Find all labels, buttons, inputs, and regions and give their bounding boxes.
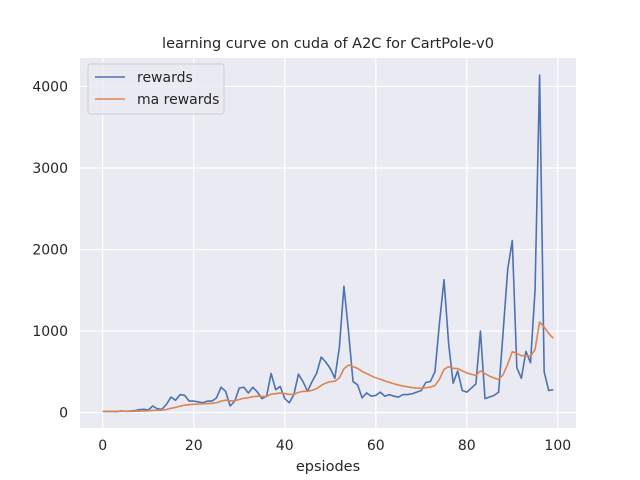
x-tick-label: 80 (458, 438, 476, 454)
x-tick-label: 60 (367, 438, 385, 454)
y-tick-label: 1000 (32, 324, 68, 340)
x-axis-label: epsiodes (296, 459, 360, 475)
y-tick-label: 3000 (32, 161, 68, 177)
series-line-rewards (102, 74, 554, 413)
x-tick-label: 20 (185, 438, 203, 454)
chart-title: learning curve on cuda of A2C for CartPo… (162, 36, 494, 52)
x-tick-label: 100 (544, 438, 571, 454)
x-tick-label: 40 (276, 438, 294, 454)
series-line-ma-rewards (102, 321, 554, 413)
grid-lines (80, 58, 576, 428)
legend-label-ma-rewards: ma rewards (137, 92, 219, 108)
legend-label-rewards: rewards (137, 70, 193, 86)
y-tick-label: 2000 (32, 243, 68, 259)
x-tick-label: 0 (98, 438, 107, 454)
legend: rewards ma rewards (87, 63, 225, 115)
series-layer (102, 74, 554, 413)
y-tick-label: 4000 (32, 80, 68, 96)
y-tick-label: 0 (59, 406, 68, 422)
